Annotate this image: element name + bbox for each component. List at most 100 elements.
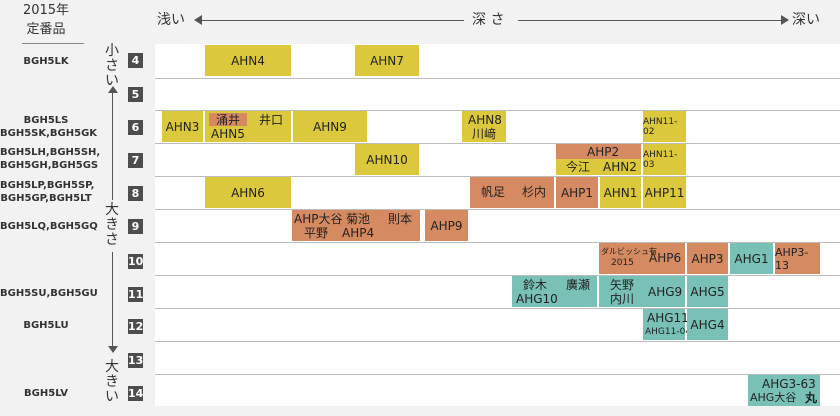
row-line: [155, 275, 840, 276]
block-yano-text: 矢野: [610, 278, 635, 292]
row-label-bgh5su: BGH5SU,BGH5GU: [0, 288, 98, 299]
row-label-bgh5lv: BGH5LV: [24, 388, 68, 399]
block-ahn2-text: AHN2: [603, 160, 637, 174]
block-ahn7-text: AHN7: [370, 53, 404, 68]
row-line: [155, 176, 840, 177]
size-lower-line: [112, 252, 113, 346]
block-ahg11-text: AHG11: [647, 311, 689, 325]
block-ahn9-text: AHN9: [313, 119, 347, 134]
row-number: 12: [128, 319, 144, 334]
row-line: [155, 374, 840, 375]
row-line: [155, 242, 840, 243]
block-ahg11-04-text: AHG11-04: [645, 327, 692, 337]
depth-shallow-label: 浅い: [157, 12, 185, 28]
block-ahn6: AHN6: [205, 177, 291, 208]
block-ahp2-text: AHP2: [587, 145, 620, 159]
row-number: 5: [128, 87, 143, 102]
block-ahn11-02-text: AHN11-02: [643, 116, 678, 137]
block-ahn1: AHN1: [600, 177, 641, 208]
row-label-bgh5lp: BGH5LP,BGH5SP,: [0, 180, 95, 191]
row-label-bgh5sk: BGH5SK,BGH5GK: [0, 128, 98, 139]
row-number: 14: [128, 386, 144, 401]
row-label-bgh5ls: BGH5LS: [23, 115, 69, 126]
block-ahp-ootani-text: AHP大谷: [294, 212, 343, 226]
row-label-bgh5lu: BGH5LU: [23, 320, 69, 331]
row-number: 8: [128, 186, 143, 201]
row-line: [155, 78, 840, 79]
block-ahn11-03: AHN11-03: [643, 144, 686, 175]
block-ahg4: AHG4: [687, 309, 728, 340]
block-ahn8: AHN8 川﨑: [462, 111, 506, 142]
block-darvish-year-text: 2015: [611, 258, 634, 268]
row-label-bgh5gp: BGH5GP,BGH5LT: [0, 193, 92, 204]
depth-left-arrowhead: [194, 15, 202, 25]
header-rule: [22, 43, 84, 44]
block-ahg10-text: AHG10: [516, 292, 558, 306]
block-hoashi-text: 帆足: [481, 185, 506, 199]
row-line: [155, 110, 840, 111]
block-ahn8-text: AHN8: [468, 113, 502, 127]
row-label-bgh5lk: BGH5LK: [23, 56, 69, 67]
block-ahn10: AHN10: [355, 144, 419, 175]
block-sugiuchi-text: 杉内: [522, 185, 547, 199]
row-line: [155, 341, 840, 342]
block-ahp6-text: AHP6: [649, 251, 682, 265]
block-ahg-ootani-text: AHG大谷: [750, 391, 797, 404]
size-small-label: 小さい: [105, 43, 119, 89]
block-ahp3: AHP3: [687, 243, 728, 274]
block-suzuki-text: 鈴木: [523, 278, 548, 292]
block-ahp3-13: AHP3-13: [775, 243, 820, 274]
block-ahn11-02: AHN11-02: [643, 111, 686, 142]
depth-right-arrowhead: [781, 15, 789, 25]
row-line: [155, 209, 840, 210]
block-ahn6-text: AHN6: [231, 185, 265, 200]
depth-mid-label: 深 さ: [472, 12, 505, 28]
row-line: [155, 308, 840, 309]
block-ahn5-text: AHN5: [211, 127, 245, 141]
block-maru-text: 丸: [805, 391, 818, 405]
size-up-arrowhead: [108, 86, 118, 93]
row-number: 11: [128, 287, 144, 302]
block-ahn4: AHN4: [205, 45, 291, 76]
block-ahp1-text: AHP1: [560, 185, 594, 200]
size-mid-label: 大きさ: [105, 202, 119, 248]
block-ahg5-text: AHG5: [690, 284, 725, 299]
block-ahp9: AHP9: [425, 210, 468, 241]
block-kikuchi-text: 菊池: [346, 212, 371, 226]
block-ahp11: AHP11: [643, 177, 686, 208]
block-ahp3-text: AHP3: [691, 251, 724, 266]
block-darvish-text: ダルビッシュ有: [601, 247, 657, 256]
block-ahg3-63-text: AHG3-63: [762, 377, 816, 391]
row-number: 10: [128, 254, 144, 269]
block-wakui-highlight: [209, 113, 247, 126]
row-number: 4: [128, 53, 143, 68]
row-number: 7: [128, 153, 143, 168]
block-ahn3: AHN3: [162, 111, 203, 142]
block-ahg1: AHG1: [730, 243, 773, 274]
block-ahg1-text: AHG1: [734, 251, 769, 266]
row-label-bgh5gh: BGH5GH,BGH5GS: [0, 160, 99, 171]
block-ahg9-text: AHG9: [648, 285, 683, 299]
block-ahn1-text: AHN1: [603, 185, 638, 200]
block-ahp4-group: AHP大谷 菊池 則本 平野 AHP4: [292, 210, 420, 241]
block-imae-text: 今江: [566, 160, 591, 174]
block-ahg5: AHG5: [687, 276, 728, 307]
depth-right-line: [518, 20, 782, 21]
row-label-bgh5lh: BGH5LH,BGH5SH,: [0, 147, 101, 158]
block-ahp11-text: AHP11: [644, 185, 685, 200]
depth-left-line: [200, 20, 464, 21]
size-down-arrowhead: [108, 346, 118, 353]
block-ahn9: AHN9: [293, 111, 367, 142]
row-number: 6: [128, 120, 143, 135]
block-ahp2-group: AHP2 今江 AHN2: [556, 144, 641, 175]
block-ahn3-text: AHN3: [165, 119, 200, 134]
block-ahg9-group: 矢野 内川 AHG9: [599, 276, 685, 307]
block-ahp4-text: AHP4: [342, 226, 375, 240]
block-ahn7: AHN7: [355, 45, 419, 76]
block-ahp6-group: ダルビッシュ有 2015 AHP6: [599, 243, 685, 274]
header-year: 2015年: [22, 3, 70, 18]
block-hoashi-sugiuchi: 帆足 杉内: [470, 177, 554, 208]
depth-deep-label: 深い: [792, 12, 820, 28]
size-upper-line: [112, 92, 113, 200]
